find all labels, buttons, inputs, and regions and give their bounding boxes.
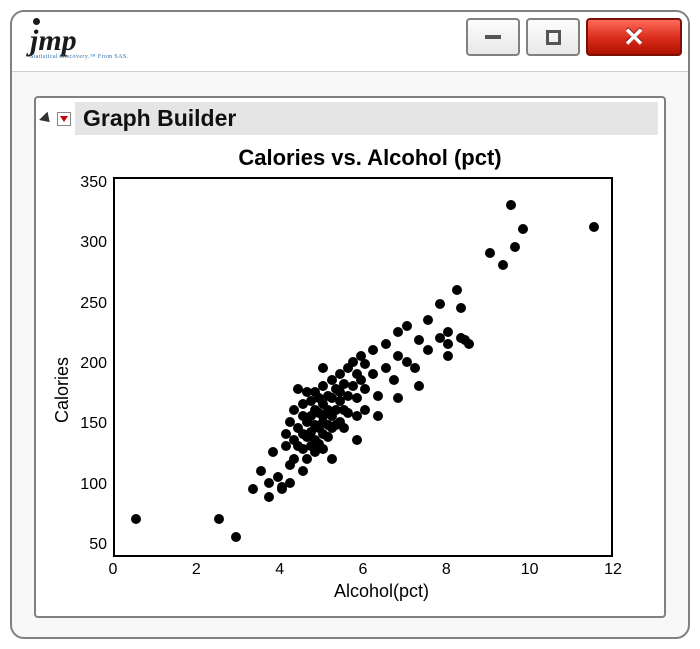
- data-point[interactable]: [298, 466, 308, 476]
- maximize-button[interactable]: [526, 18, 580, 56]
- data-point[interactable]: [443, 339, 453, 349]
- data-point[interactable]: [285, 478, 295, 488]
- data-point[interactable]: [231, 532, 241, 542]
- data-point[interactable]: [339, 423, 349, 433]
- y-tick-label: 300: [80, 234, 107, 252]
- data-point[interactable]: [131, 514, 141, 524]
- data-point[interactable]: [498, 260, 508, 270]
- close-button[interactable]: ✕: [586, 18, 682, 56]
- panel-title: Graph Builder: [75, 102, 658, 135]
- data-point[interactable]: [518, 224, 528, 234]
- y-tick-label: 150: [80, 415, 107, 433]
- close-icon: ✕: [623, 24, 645, 50]
- data-point[interactable]: [373, 391, 383, 401]
- data-point[interactable]: [435, 299, 445, 309]
- client-area: Graph Builder Calories vs. Alcohol (pct)…: [12, 72, 688, 639]
- y-tick-label: 100: [80, 476, 107, 494]
- data-point[interactable]: [273, 472, 283, 482]
- x-axis-label: Alcohol(pct): [113, 581, 650, 602]
- data-point[interactable]: [248, 484, 258, 494]
- app-logo: jmp Statistical Discovery.™ From SAS.: [30, 24, 129, 60]
- maximize-icon: [546, 30, 561, 45]
- data-point[interactable]: [589, 222, 599, 232]
- data-point[interactable]: [381, 363, 391, 373]
- x-tick-label: 0: [109, 561, 118, 579]
- data-point[interactable]: [381, 339, 391, 349]
- graph-builder-panel: Graph Builder Calories vs. Alcohol (pct)…: [34, 96, 666, 618]
- disclosure-icon[interactable]: [39, 111, 54, 126]
- data-point[interactable]: [214, 514, 224, 524]
- x-tick-label: 6: [359, 561, 368, 579]
- data-point[interactable]: [360, 359, 370, 369]
- data-point[interactable]: [510, 242, 520, 252]
- window-controls: ✕: [466, 12, 688, 71]
- data-point[interactable]: [389, 375, 399, 385]
- data-point[interactable]: [402, 321, 412, 331]
- data-point[interactable]: [352, 393, 362, 403]
- data-point[interactable]: [410, 363, 420, 373]
- chart-body: Calories 50100150200250300350 024681012 …: [50, 177, 650, 602]
- data-point[interactable]: [443, 327, 453, 337]
- redhot-menu-button[interactable]: [57, 112, 71, 126]
- data-point[interactable]: [289, 454, 299, 464]
- data-point[interactable]: [393, 393, 403, 403]
- x-tick-label: 10: [521, 561, 539, 579]
- plot-wrap: 024681012 Alcohol(pct): [113, 177, 650, 602]
- data-point[interactable]: [368, 345, 378, 355]
- data-point[interactable]: [485, 248, 495, 258]
- title-bar: jmp Statistical Discovery.™ From SAS. ✕: [12, 12, 688, 72]
- data-point[interactable]: [464, 339, 474, 349]
- x-axis-ticks: 024681012: [113, 557, 613, 579]
- data-point[interactable]: [352, 435, 362, 445]
- data-point[interactable]: [423, 315, 433, 325]
- chart-area: Calories vs. Alcohol (pct) Calories 50 10…: [42, 139, 658, 602]
- data-point[interactable]: [360, 405, 370, 415]
- scatter-plot[interactable]: [113, 177, 613, 557]
- chart-title: Calories vs. Alcohol (pct): [50, 145, 650, 171]
- data-point[interactable]: [256, 466, 266, 476]
- x-tick-label: 8: [442, 561, 451, 579]
- x-tick-label: 2: [192, 561, 201, 579]
- y-tick-label: 350: [80, 174, 107, 192]
- minimize-button[interactable]: [466, 18, 520, 56]
- y-axis-label: Calories: [50, 177, 75, 602]
- x-tick-label: 12: [604, 561, 622, 579]
- data-point[interactable]: [318, 444, 328, 454]
- panel-header: Graph Builder: [42, 102, 658, 135]
- app-window: jmp Statistical Discovery.™ From SAS. ✕ …: [10, 10, 690, 639]
- chevron-down-icon: [60, 116, 68, 122]
- y-tick-label: 200: [80, 355, 107, 373]
- app-logo-subtext: Statistical Discovery.™ From SAS.: [30, 54, 129, 60]
- data-point[interactable]: [414, 381, 424, 391]
- data-point[interactable]: [368, 369, 378, 379]
- data-point[interactable]: [327, 454, 337, 464]
- y-tick-label: 50: [89, 536, 107, 554]
- minimize-icon: [485, 35, 501, 39]
- app-logo-text: jmp: [30, 24, 77, 57]
- y-tick-label: 250: [80, 295, 107, 313]
- data-point[interactable]: [452, 285, 462, 295]
- y-axis-ticks: 50 100 150 200 250 300 350: [75, 177, 113, 557]
- data-point[interactable]: [414, 335, 424, 345]
- data-point[interactable]: [360, 384, 370, 394]
- data-point[interactable]: [423, 345, 433, 355]
- data-point[interactable]: [443, 351, 453, 361]
- data-point[interactable]: [456, 303, 466, 313]
- data-point[interactable]: [268, 447, 278, 457]
- data-point[interactable]: [264, 492, 274, 502]
- x-tick-label: 4: [275, 561, 284, 579]
- data-point[interactable]: [318, 363, 328, 373]
- data-point[interactable]: [373, 411, 383, 421]
- data-point[interactable]: [506, 200, 516, 210]
